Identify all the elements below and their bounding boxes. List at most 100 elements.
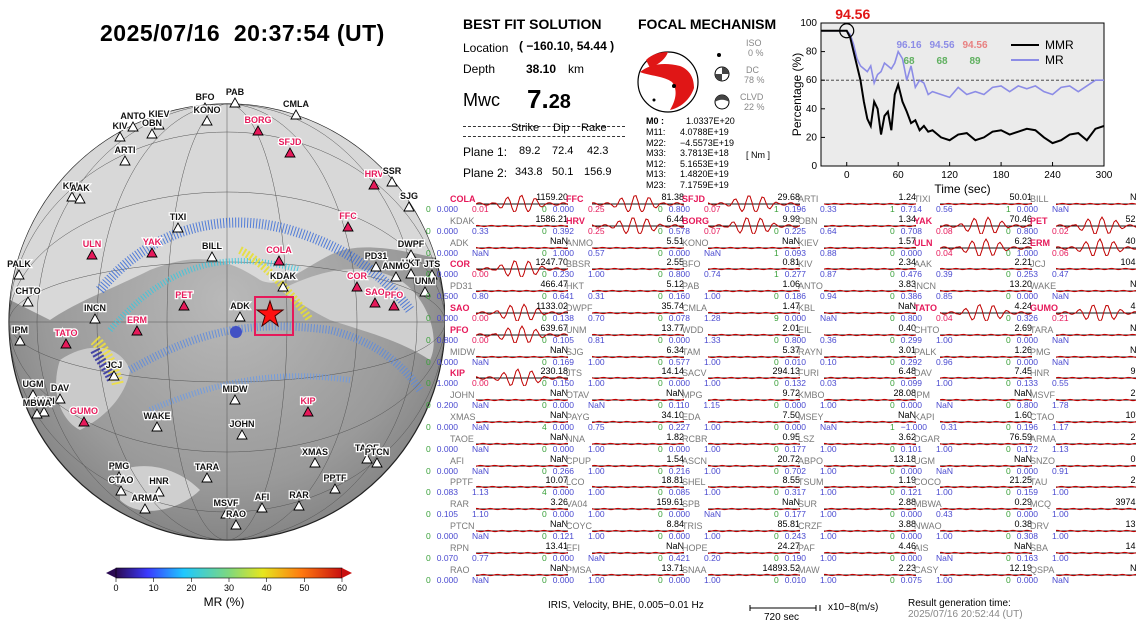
- trace-stat-value: 0: [890, 356, 895, 367]
- waveform-trace: [592, 464, 684, 467]
- trace-amplitude: 13.20: [1009, 279, 1032, 290]
- trace-amplitude: NaN: [1013, 453, 1032, 464]
- depth-label: Depth: [463, 62, 496, 76]
- trace-stat-value: 0.800: [1016, 225, 1039, 236]
- trace-stat-value: 0.500: [436, 291, 459, 302]
- plane1-rake: 42.3: [587, 145, 609, 157]
- trace-amplitude: 5.51: [666, 235, 684, 246]
- epicenter-star-icon: [255, 299, 285, 328]
- trace-cell-rar: RAR 3.26 0 0.105 1.10: [426, 497, 568, 519]
- trace-station-label: LSZ: [798, 433, 815, 444]
- trace-amplitude: NaN: [549, 453, 568, 464]
- trace-stat-value: 0: [1006, 465, 1011, 476]
- trace-stat-value: 0.230: [552, 269, 575, 280]
- station-label: KBL: [63, 181, 82, 191]
- station-triangle-icon: [284, 147, 296, 158]
- trace-stat-value: 0.87: [820, 269, 837, 280]
- station-label: WAKE: [144, 411, 171, 421]
- trace-stat-value: 0: [774, 291, 779, 302]
- waveform-trace: [476, 355, 568, 358]
- mr-stat-bottom: 89: [969, 56, 981, 67]
- colorbar-tick-label: 10: [149, 583, 159, 593]
- trace-stat-value: NaN: [936, 465, 954, 476]
- trace-stat-value: 0.08: [936, 225, 953, 236]
- trace-stat-value: 0.000: [668, 378, 691, 389]
- station-triangle-icon: [13, 269, 25, 280]
- trace-stat-value: 0.000: [436, 574, 459, 585]
- trace-stat-value: 0: [890, 400, 895, 411]
- trace-stat-value: 0.714: [900, 204, 923, 214]
- station-triangle-icon: [172, 222, 184, 233]
- trace-stat-value: NaN: [704, 509, 722, 520]
- trace-amplitude: 3974.00: [1115, 497, 1136, 508]
- station-ffc: FFC: [338, 210, 358, 232]
- mw-value-dec: 28: [548, 91, 571, 113]
- trace-stat-value: 0: [426, 422, 431, 432]
- waveform-trace: [708, 573, 800, 576]
- trace-station-label: TIXI: [914, 194, 931, 204]
- station-label: PALK: [7, 259, 31, 269]
- trace-amplitude: 70.46: [1009, 213, 1032, 224]
- trace-stat-value: 0.641: [552, 291, 575, 302]
- trace-cell-paf: PAF 4.46 0 0.190 1.00: [774, 541, 916, 563]
- trace-cell-wdd: WDD 2.01 0 0.000 1.33: [658, 323, 800, 345]
- waveform-trace: [940, 551, 1032, 554]
- colorbar-tick-label: 20: [186, 583, 196, 593]
- waveform-trace: [592, 573, 684, 576]
- trace-stat-value: 0.000: [1016, 465, 1039, 476]
- station-triangle-icon: [426, 269, 438, 280]
- waveform-trace: [476, 260, 568, 278]
- trace-cell-ffc: FFC 81.38 0 0.000 0.25: [542, 192, 684, 214]
- trace-stat-value: 0.476: [900, 269, 923, 280]
- trace-stat-value: 1.00: [704, 356, 721, 367]
- waveform-trace: [592, 311, 684, 315]
- trace-stat-value: 0.000: [784, 400, 807, 411]
- trace-stat-value: 0.04: [936, 247, 953, 258]
- trace-cell-bbsr: BBSR 2.55 0 0.230 1.00: [542, 257, 684, 279]
- trace-station-label: MSVF: [1030, 390, 1056, 401]
- trace-stat-value: 0: [426, 531, 431, 541]
- station-label: TARA: [195, 462, 220, 472]
- station-triangle-icon: [86, 249, 98, 260]
- trace-stat-value: 0.708: [900, 225, 923, 236]
- trace-stat-value: 0: [542, 531, 547, 541]
- trace-stat-value: 0.000: [668, 509, 691, 520]
- trace-station-label: SAO: [450, 303, 470, 313]
- trace-station-label: MBWA: [914, 499, 942, 510]
- trace-stat-value: 0.800: [668, 269, 691, 280]
- trace-stat-value: 0: [426, 574, 431, 585]
- trace-stat-value: 0: [1006, 225, 1011, 236]
- trace-station-label: COCO: [914, 477, 941, 488]
- trace-cell-pet: PET 52.50 0 0.800 0.02: [1006, 214, 1136, 236]
- trace-stat-value: 0: [774, 356, 779, 367]
- waveform-trace: [940, 420, 1032, 424]
- trace-cell-sjg: SJG 6.34 0 0.169 1.00: [542, 345, 684, 367]
- station-triangle-icon: [236, 429, 248, 440]
- source-region-box: [254, 296, 294, 336]
- trace-stat-value: 0.00: [472, 378, 489, 389]
- trace-stat-value: 0.292: [900, 356, 923, 367]
- waveform-trace: [940, 508, 1032, 511]
- trace-cell-obn: OBN 1.34 0 0.225 0.64: [774, 214, 916, 236]
- trace-stat-value: 0: [1006, 334, 1011, 345]
- trace-stat-value: 0.07: [704, 204, 721, 214]
- waveform-trace: [708, 268, 800, 271]
- trace-cell-tau: TAU 2.58 0 0.159 1.00: [1006, 475, 1136, 497]
- trace-stat-value: 0: [658, 443, 663, 454]
- trace-station-label: KIV: [798, 259, 813, 270]
- trace-amplitude: 2.79: [1130, 431, 1136, 442]
- trace-cell-cpup: CPUP 1.54 0 0.266 1.00: [542, 454, 684, 476]
- trace-station-label: ANMO: [566, 237, 593, 248]
- plane1-dip: 72.4: [552, 145, 574, 157]
- station-label: KONO: [194, 105, 221, 115]
- trace-stat-value: 0: [542, 247, 547, 258]
- trace-cell-msvf: MSVF 2.91 0 0.800 1.78: [1006, 388, 1136, 410]
- trace-stat-value: 0: [774, 378, 779, 389]
- rake-header: Rake: [581, 122, 607, 134]
- beachball-icon: [637, 51, 699, 113]
- trace-amplitude: 1159.20: [536, 192, 568, 202]
- trace-stat-value: 1.00: [936, 574, 953, 585]
- station-triangle-icon: [403, 201, 415, 212]
- trace-amplitude: NaN: [781, 235, 800, 246]
- trace-stat-value: 1.00: [936, 378, 953, 389]
